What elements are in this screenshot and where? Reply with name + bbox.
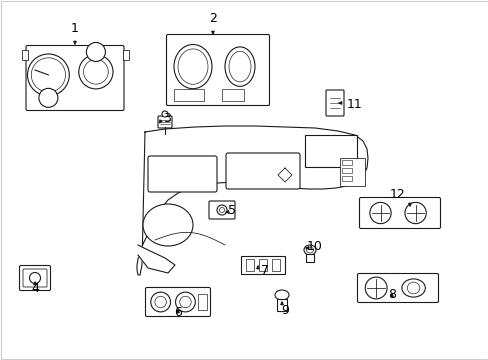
FancyBboxPatch shape bbox=[145, 288, 210, 316]
Ellipse shape bbox=[142, 204, 193, 246]
Ellipse shape bbox=[178, 49, 207, 84]
Circle shape bbox=[217, 205, 226, 215]
Text: 11: 11 bbox=[346, 99, 362, 112]
Ellipse shape bbox=[401, 279, 425, 297]
Text: 3: 3 bbox=[163, 112, 171, 125]
FancyBboxPatch shape bbox=[208, 201, 235, 219]
Circle shape bbox=[150, 292, 170, 312]
Bar bbox=[259, 259, 266, 271]
FancyBboxPatch shape bbox=[357, 274, 438, 302]
Circle shape bbox=[365, 277, 386, 299]
FancyBboxPatch shape bbox=[23, 269, 47, 287]
Text: 2: 2 bbox=[209, 12, 217, 24]
Bar bbox=[122, 50, 128, 60]
Text: 7: 7 bbox=[261, 264, 268, 276]
Ellipse shape bbox=[274, 290, 288, 300]
Text: 4: 4 bbox=[31, 282, 39, 294]
FancyBboxPatch shape bbox=[20, 266, 50, 291]
Bar bbox=[305, 135, 356, 167]
Bar bbox=[21, 50, 27, 60]
Ellipse shape bbox=[228, 51, 250, 82]
Bar bbox=[339, 158, 364, 186]
Ellipse shape bbox=[304, 245, 315, 255]
Circle shape bbox=[180, 296, 191, 308]
Ellipse shape bbox=[174, 45, 212, 89]
FancyBboxPatch shape bbox=[325, 90, 343, 116]
Ellipse shape bbox=[407, 282, 419, 294]
Text: 6: 6 bbox=[174, 306, 182, 320]
Bar bbox=[222, 89, 244, 101]
Text: 10: 10 bbox=[306, 240, 322, 253]
FancyBboxPatch shape bbox=[148, 156, 217, 192]
Circle shape bbox=[155, 296, 166, 308]
Text: 1: 1 bbox=[71, 22, 79, 35]
Bar bbox=[245, 259, 253, 271]
Bar bbox=[276, 299, 286, 311]
Polygon shape bbox=[137, 126, 367, 275]
Circle shape bbox=[29, 273, 41, 284]
Ellipse shape bbox=[306, 247, 313, 253]
Circle shape bbox=[27, 54, 69, 96]
Text: 8: 8 bbox=[387, 288, 395, 302]
FancyBboxPatch shape bbox=[26, 45, 124, 111]
Circle shape bbox=[369, 202, 390, 224]
FancyBboxPatch shape bbox=[166, 35, 269, 105]
Circle shape bbox=[79, 55, 113, 89]
Bar bbox=[198, 294, 206, 310]
Circle shape bbox=[86, 42, 105, 62]
Ellipse shape bbox=[224, 47, 254, 86]
Text: 5: 5 bbox=[227, 203, 236, 216]
Circle shape bbox=[83, 59, 108, 84]
Circle shape bbox=[175, 292, 195, 312]
Bar bbox=[305, 254, 313, 262]
Circle shape bbox=[31, 58, 65, 92]
Text: 12: 12 bbox=[389, 189, 405, 202]
Bar bbox=[341, 168, 351, 173]
Circle shape bbox=[162, 111, 168, 117]
Bar bbox=[272, 259, 280, 271]
FancyBboxPatch shape bbox=[158, 116, 172, 128]
Polygon shape bbox=[138, 245, 175, 273]
Circle shape bbox=[219, 207, 224, 212]
Bar bbox=[341, 176, 351, 181]
Bar bbox=[341, 160, 351, 165]
FancyBboxPatch shape bbox=[241, 256, 285, 274]
FancyBboxPatch shape bbox=[225, 153, 299, 189]
Circle shape bbox=[404, 202, 426, 224]
Text: 9: 9 bbox=[281, 303, 288, 316]
Circle shape bbox=[39, 88, 58, 107]
FancyBboxPatch shape bbox=[359, 198, 440, 229]
Bar bbox=[174, 89, 203, 101]
